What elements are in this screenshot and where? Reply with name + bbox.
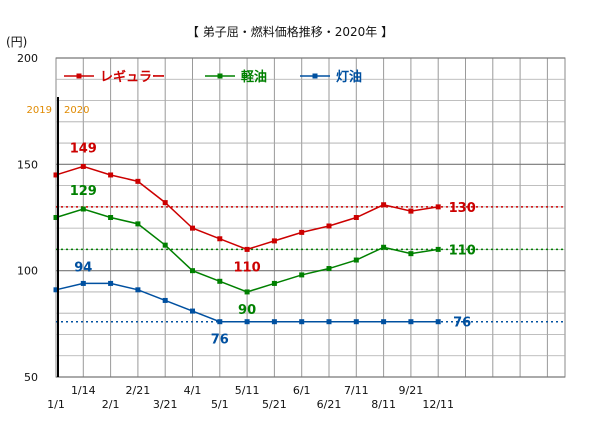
data-point — [244, 319, 250, 325]
x-tick-label: 2/21 — [126, 384, 151, 397]
legend-swatch-marker — [312, 73, 318, 79]
data-point — [135, 221, 141, 227]
x-tick-label: 8/11 — [371, 398, 396, 411]
data-point — [271, 238, 277, 244]
x-tick-label: 5/11 — [235, 384, 260, 397]
data-point — [408, 251, 414, 257]
year-label: 2019 — [27, 105, 52, 116]
data-point — [162, 297, 168, 303]
x-tick-label: 7/11 — [344, 384, 369, 397]
data-point — [381, 202, 387, 208]
data-point — [108, 280, 114, 286]
data-label: 129 — [70, 184, 97, 199]
data-point — [299, 229, 305, 235]
data-point — [326, 319, 332, 325]
data-point — [80, 206, 86, 212]
data-point — [353, 319, 359, 325]
data-point — [326, 223, 332, 229]
year-label: 2020 — [64, 105, 89, 116]
x-tick-label: 3/21 — [153, 398, 178, 411]
data-point — [53, 172, 59, 178]
y-tick-label: 100 — [17, 265, 38, 278]
legend: レギュラー 軽油 灯油 — [64, 69, 362, 85]
data-point — [80, 280, 86, 286]
data-point — [271, 319, 277, 325]
data-label: 94 — [74, 260, 92, 275]
y-tick-label: 150 — [17, 158, 38, 171]
x-tick-label: 12/11 — [422, 398, 454, 411]
data-point — [190, 268, 195, 274]
reference-lines — [56, 206, 565, 323]
x-tick-label: 4/1 — [184, 384, 202, 397]
data-point — [53, 215, 59, 220]
data-point — [435, 246, 441, 252]
axes: 50 100 150 200 1/1 1/14 2/1 2/213/21 4/1 5/1 5/115… — [17, 52, 454, 411]
data-point — [135, 287, 141, 293]
x-tick-label: 1/1 — [47, 398, 65, 411]
data-point — [190, 225, 195, 231]
data-label: 110 — [449, 243, 476, 258]
data-point — [353, 257, 359, 263]
data-point — [162, 200, 168, 206]
data-point — [217, 319, 223, 325]
data-label: 90 — [238, 303, 256, 318]
data-labels: 149 110 130 129 90 110 94 76 76 — [70, 141, 476, 347]
y-tick-label: 200 — [17, 52, 38, 65]
data-point — [408, 319, 414, 325]
data-point — [108, 172, 114, 178]
x-tick-label: 2/1 — [102, 398, 120, 411]
data-point — [271, 280, 277, 286]
x-tick-label: 9/21 — [399, 384, 424, 397]
series-lines — [53, 163, 441, 325]
data-point — [326, 266, 332, 272]
data-point — [244, 246, 250, 252]
data-point — [299, 319, 305, 325]
data-point — [381, 244, 387, 250]
data-point — [162, 242, 168, 248]
data-point — [408, 208, 414, 214]
data-label: 110 — [234, 260, 261, 275]
legend-swatch-marker — [217, 73, 223, 79]
x-tick-label: 6/21 — [317, 398, 342, 411]
data-point — [299, 272, 305, 278]
x-tick-label: 1/14 — [71, 384, 96, 397]
data-point — [135, 178, 141, 184]
y-tick-label: 50 — [24, 371, 38, 384]
data-label: 130 — [449, 201, 476, 216]
data-point — [217, 236, 223, 242]
grid — [55, 57, 566, 378]
legend-label: レギュラー — [100, 69, 165, 85]
data-label: 76 — [453, 316, 471, 331]
data-point — [108, 215, 114, 220]
data-label: 76 — [211, 333, 229, 348]
data-point — [217, 278, 223, 284]
chart-title: 【 弟子屈・燃料価格推移・2020年 】 — [187, 24, 393, 39]
legend-swatch-marker — [76, 73, 82, 79]
y-axis-unit: (円) — [6, 35, 27, 49]
legend-label: 軽油 — [241, 69, 267, 85]
data-point — [53, 287, 59, 293]
data-label: 149 — [70, 141, 97, 156]
plot-frame — [55, 57, 566, 378]
data-point — [353, 215, 359, 220]
data-point — [381, 319, 387, 325]
x-tick-label: 5/1 — [211, 398, 229, 411]
legend-label: 灯油 — [336, 69, 362, 85]
data-point — [435, 204, 441, 210]
x-tick-label: 5/21 — [262, 398, 287, 411]
data-point — [435, 319, 441, 325]
x-tick-label: 6/1 — [293, 384, 311, 397]
data-point — [190, 308, 195, 314]
data-point — [80, 163, 86, 169]
data-point — [244, 289, 250, 295]
